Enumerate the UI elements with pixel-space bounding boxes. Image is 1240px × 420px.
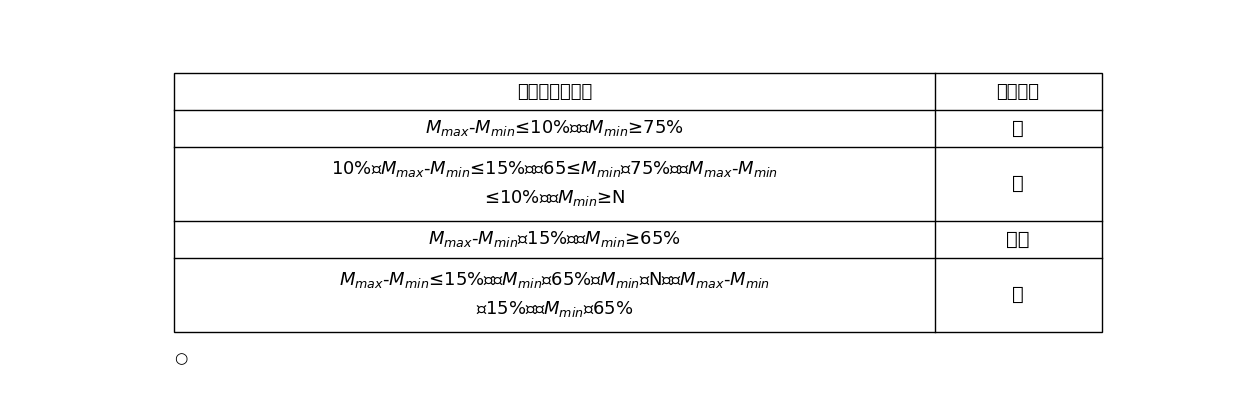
Text: $M_{max}$-$M_{min}$＞15%，且$M_{min}$≥65%: $M_{max}$-$M_{min}$＞15%，且$M_{min}$≥65% bbox=[428, 229, 681, 249]
Text: $M_{max}$-$M_{min}$≤15%，且$M_{min}$＜65%或$M_{min}$＜N；或$M_{max}$-$M_{min}$
＞15%，且$M: $M_{max}$-$M_{min}$≤15%，且$M_{min}$＜65%或$… bbox=[339, 270, 770, 319]
Text: 弱: 弱 bbox=[1012, 285, 1024, 304]
Text: 一般: 一般 bbox=[1007, 230, 1030, 249]
Text: $M_{max}$-$M_{min}$≤10%，且$M_{min}$≥75%: $M_{max}$-$M_{min}$≤10%，且$M_{min}$≥75% bbox=[425, 118, 683, 139]
Bar bbox=[174, 73, 1101, 332]
Text: 强: 强 bbox=[1012, 119, 1024, 138]
Text: 结实率调查结果: 结实率调查结果 bbox=[517, 82, 591, 100]
Text: 10%＜$M_{max}$-$M_{min}$≤15%，且65≤$M_{min}$＜75%；或$M_{max}$-$M_{min}$
≤10%，且$M_{min: 10%＜$M_{max}$-$M_{min}$≤15%，且65≤$M_{min}… bbox=[331, 160, 777, 208]
Text: ○: ○ bbox=[174, 351, 187, 366]
Text: 评价结果: 评价结果 bbox=[997, 82, 1039, 100]
Text: 中: 中 bbox=[1012, 174, 1024, 194]
